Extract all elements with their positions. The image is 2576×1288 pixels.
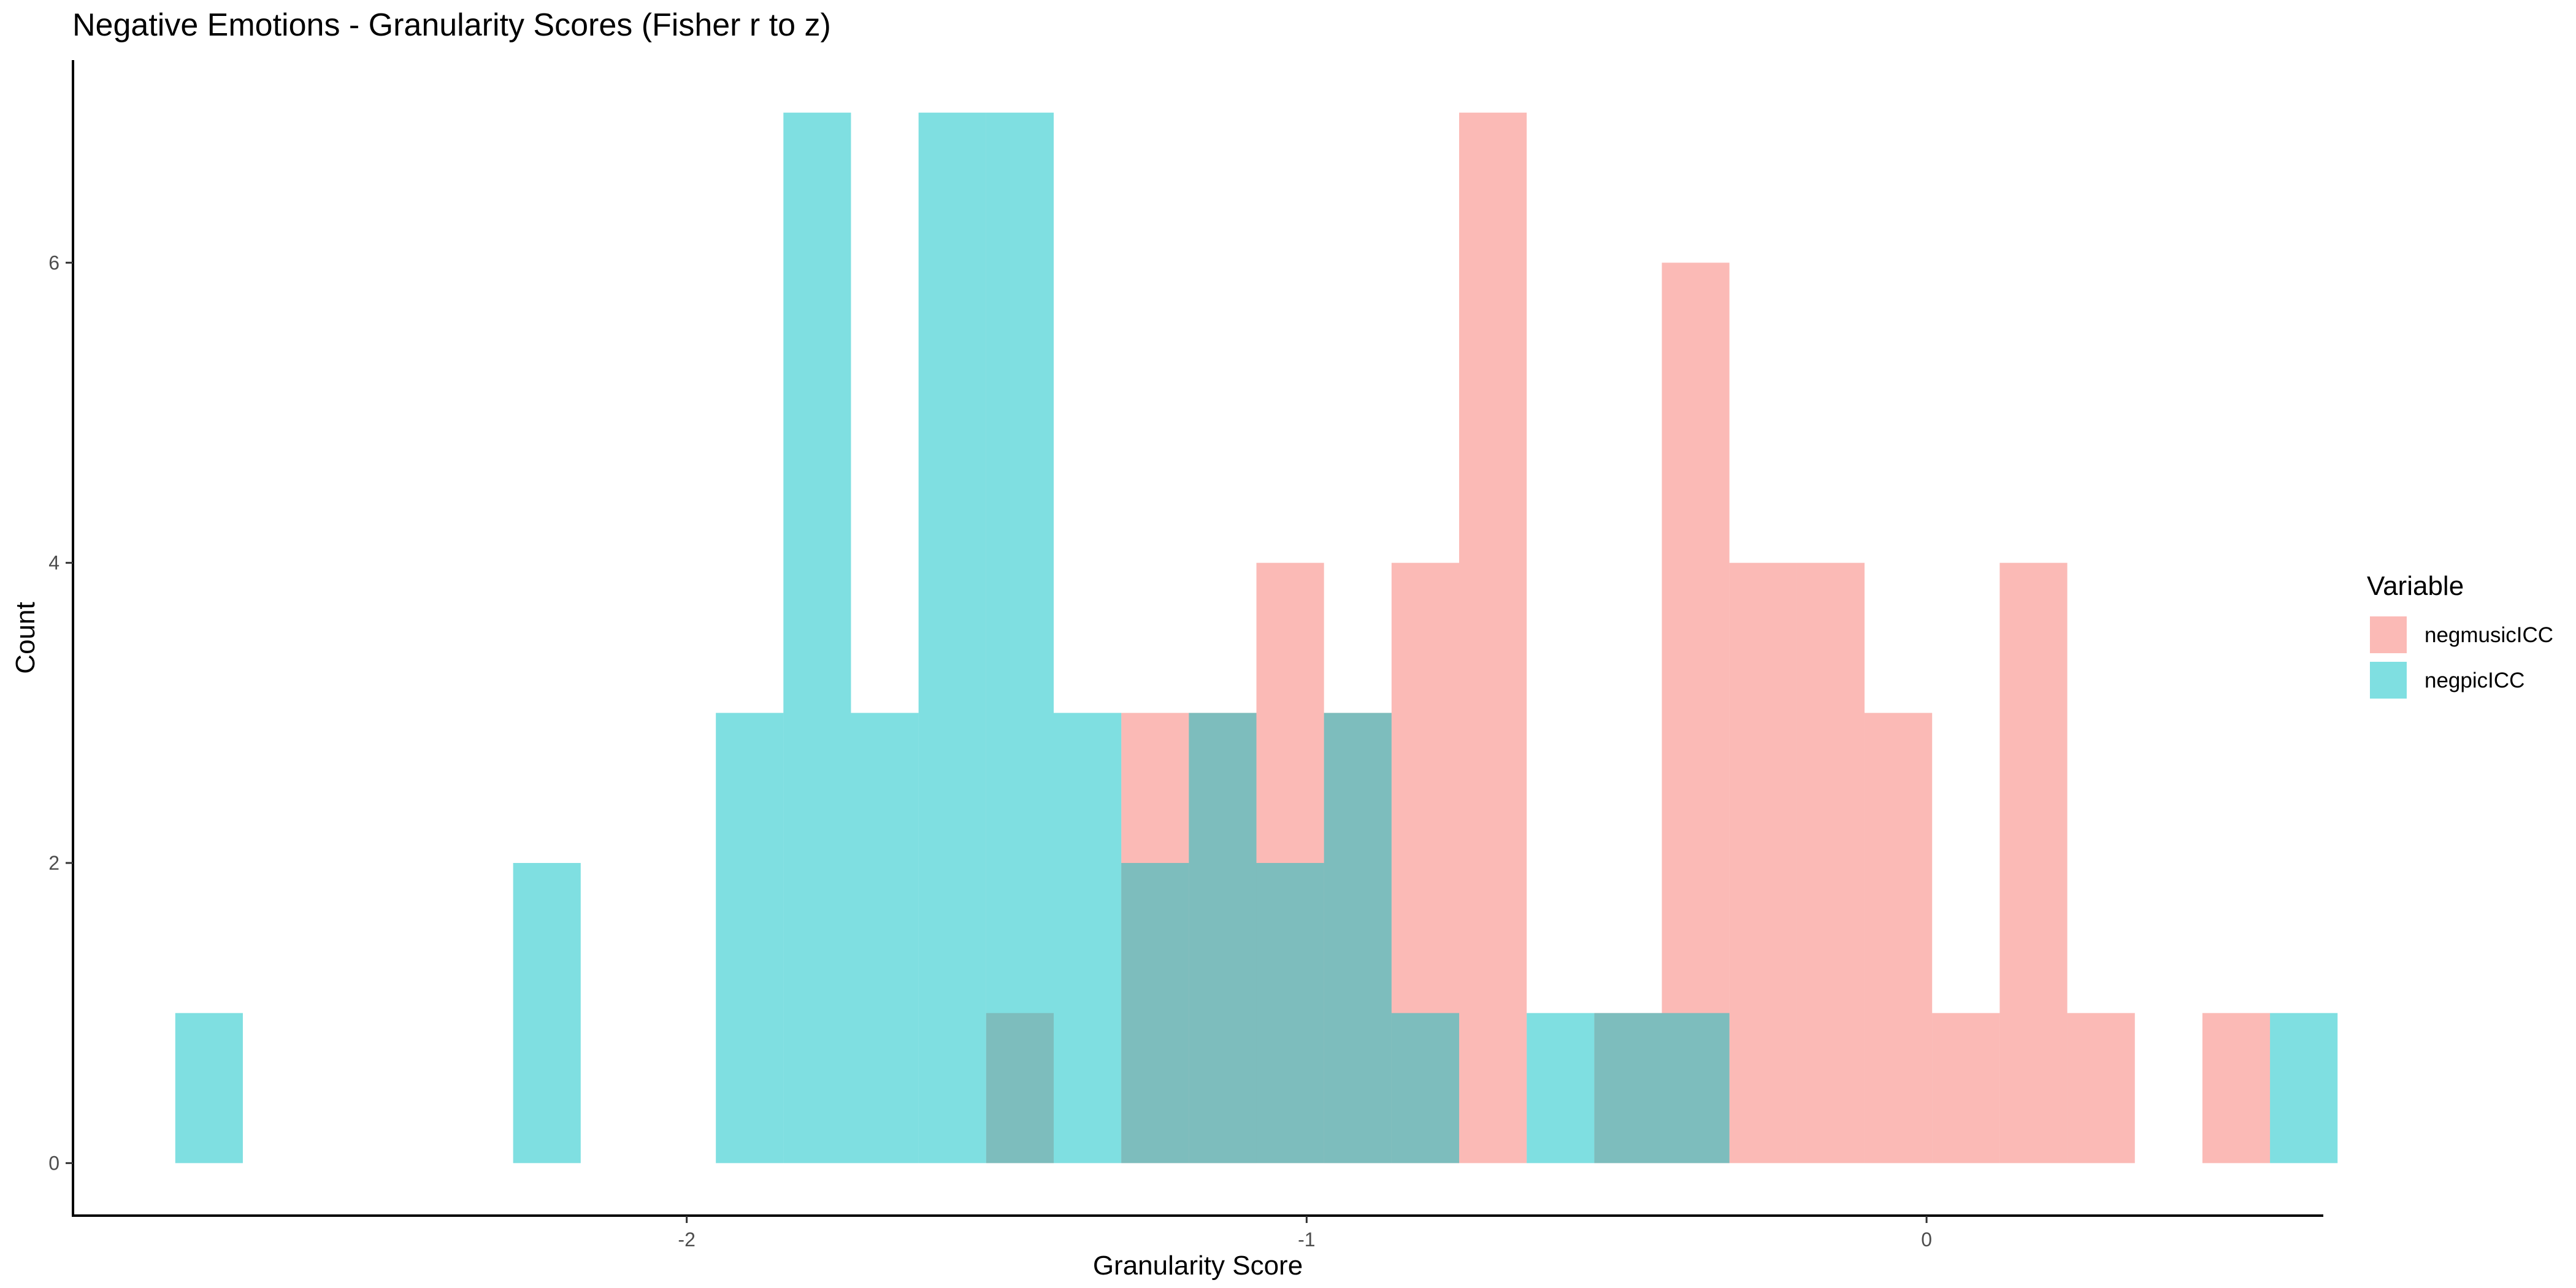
histogram-bar-negpicICC: [1054, 713, 1122, 1163]
y-tick-label: 0: [48, 1152, 59, 1174]
y-tick-label: 2: [48, 852, 59, 874]
legend-title: Variable: [2367, 571, 2464, 601]
histogram-bar-negmusicICC: [1796, 562, 1865, 1163]
x-tick-label: -2: [678, 1229, 695, 1251]
bars-layer: [175, 112, 2338, 1163]
histogram-bar-negpicICC: [783, 112, 851, 1163]
y-tick-label: 6: [48, 251, 59, 274]
histogram-bar-negpicICC: [1121, 863, 1189, 1163]
histogram-bar-negpicICC: [918, 112, 986, 1163]
histogram-bar-negmusicICC: [2067, 1013, 2135, 1163]
histogram-bar-negpicICC: [1594, 1013, 1662, 1163]
histogram-bar-negmusicICC: [1932, 1013, 2000, 1163]
legend-key-negmusicICC: [2370, 616, 2407, 653]
histogram-bar-negpicICC: [1527, 1013, 1595, 1163]
histogram-bar-negpicICC: [1324, 713, 1392, 1163]
histogram-bar-negpicICC: [986, 112, 1054, 1163]
histogram-bar-negpicICC: [1662, 1013, 1730, 1163]
histogram-bar-negpicICC: [1189, 713, 1257, 1163]
x-tick-label: 0: [1921, 1229, 1932, 1251]
histogram-bar-negmusicICC: [1729, 562, 1797, 1163]
histogram-bar-negpicICC: [1256, 863, 1324, 1163]
legend: Variable negmusicICC negpicICC: [2367, 571, 2553, 700]
y-axis-title: Count: [10, 602, 40, 673]
x-tick-label: -1: [1298, 1229, 1315, 1251]
histogram-bar-negmusicICC: [1999, 562, 2068, 1163]
x-ticks-layer: -2 -1 0: [678, 1216, 1932, 1251]
histogram-bar-negpicICC: [716, 713, 784, 1163]
legend-items: negmusicICC negpicICC: [2368, 615, 2553, 700]
y-tick-label: 4: [48, 552, 59, 574]
histogram-bar-negmusicICC: [1662, 263, 1730, 1163]
histogram-bar-negmusicICC: [1865, 713, 1933, 1163]
histogram-bar-negmusicICC: [2202, 1013, 2271, 1163]
histogram-bar-negmusicICC: [1459, 112, 1527, 1163]
histogram-bar-negpicICC: [851, 713, 919, 1163]
histogram-bar-negpicICC: [175, 1013, 243, 1163]
histogram-bar-negpicICC: [513, 863, 581, 1163]
y-ticks-layer: 0 2 4 6: [48, 251, 73, 1174]
legend-label-negmusicICC: negmusicICC: [2425, 623, 2553, 647]
legend-label-negpicICC: negpicICC: [2425, 669, 2524, 692]
histogram-bar-negpicICC: [2270, 1013, 2338, 1163]
x-axis-title: Granularity Score: [1093, 1251, 1303, 1281]
chart-title: Negative Emotions - Granularity Scores (…: [72, 7, 831, 43]
legend-key-negpicICC: [2370, 662, 2407, 699]
histogram-bar-negpicICC: [1391, 1013, 1460, 1163]
